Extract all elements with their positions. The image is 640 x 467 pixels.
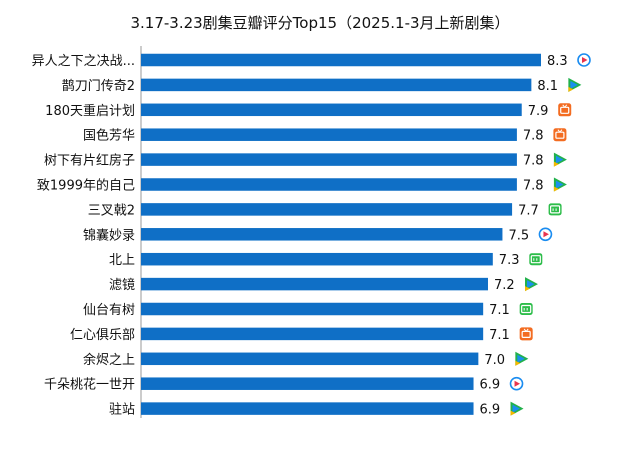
bar: [141, 402, 474, 415]
youku-icon: [509, 376, 524, 391]
bar: [141, 153, 517, 166]
value-label: 7.0: [484, 353, 505, 368]
value-label: 6.9: [480, 378, 501, 393]
category-label: 千朵桃花一世开: [44, 377, 135, 393]
bar: [141, 277, 488, 291]
tencent-video-icon: [553, 152, 567, 167]
value-label: 7.9: [528, 104, 549, 119]
iqiyi-icon: [548, 203, 562, 216]
value-label: 8.1: [537, 79, 558, 94]
bar: [141, 228, 503, 241]
bar: [141, 377, 474, 390]
value-label: 7.8: [523, 129, 544, 144]
bar: [141, 327, 484, 341]
value-label: 7.3: [499, 253, 520, 268]
category-label: 滤镜: [109, 278, 135, 293]
value-label: 8.3: [547, 54, 568, 69]
value-label: 6.9: [480, 403, 501, 418]
iqiyi-icon: [519, 303, 533, 315]
youku-icon: [577, 53, 591, 67]
mango-tv-icon: [553, 128, 567, 142]
category-label: 仁心俱乐部: [70, 328, 135, 343]
value-label: 7.5: [508, 228, 529, 243]
value-label: 7.1: [489, 303, 510, 318]
bar: [141, 178, 517, 191]
youku-icon: [538, 227, 553, 242]
category-label: 仙台有树: [83, 303, 135, 318]
category-label: 锦囊妙录: [83, 227, 135, 243]
value-label: 7.8: [523, 154, 544, 169]
value-label: 7.8: [523, 179, 544, 194]
bar: [141, 53, 541, 67]
category-label: 致1999年的自己: [37, 178, 135, 194]
chart-title: 3.17-3.23剧集豆瓣评分Top15（2025.1-3月上新剧集）: [130, 14, 510, 32]
bar: [141, 352, 479, 366]
tencent-video-icon: [553, 177, 567, 192]
tencent-video-icon: [510, 401, 524, 416]
tencent-video-icon: [515, 351, 529, 366]
category-label: 余烬之上: [83, 352, 135, 368]
mango-tv-icon: [558, 103, 572, 117]
bar: [141, 203, 513, 216]
mango-tv-icon: [519, 327, 533, 341]
category-label: 鹊刀门传奇2: [62, 78, 135, 94]
category-label: 国色芳华: [83, 128, 135, 144]
category-label: 树下有片红房子: [44, 153, 135, 169]
bar: [141, 128, 517, 141]
bar: [141, 78, 532, 92]
bar: [141, 103, 522, 117]
iqiyi-icon: [529, 253, 543, 266]
tencent-video-icon: [568, 77, 582, 92]
tencent-video-icon: [524, 277, 538, 292]
category-label: 异人之下之决战...: [32, 54, 135, 69]
category-label: 北上: [109, 253, 135, 268]
category-label: 三叉戟2: [88, 203, 135, 218]
bar: [141, 252, 493, 266]
bar: [141, 302, 484, 316]
category-label: 180天重启计划: [45, 103, 135, 119]
value-label: 7.7: [518, 203, 539, 218]
category-label: 驻站: [109, 403, 135, 418]
value-label: 7.2: [494, 278, 515, 293]
value-label: 7.1: [489, 328, 510, 343]
